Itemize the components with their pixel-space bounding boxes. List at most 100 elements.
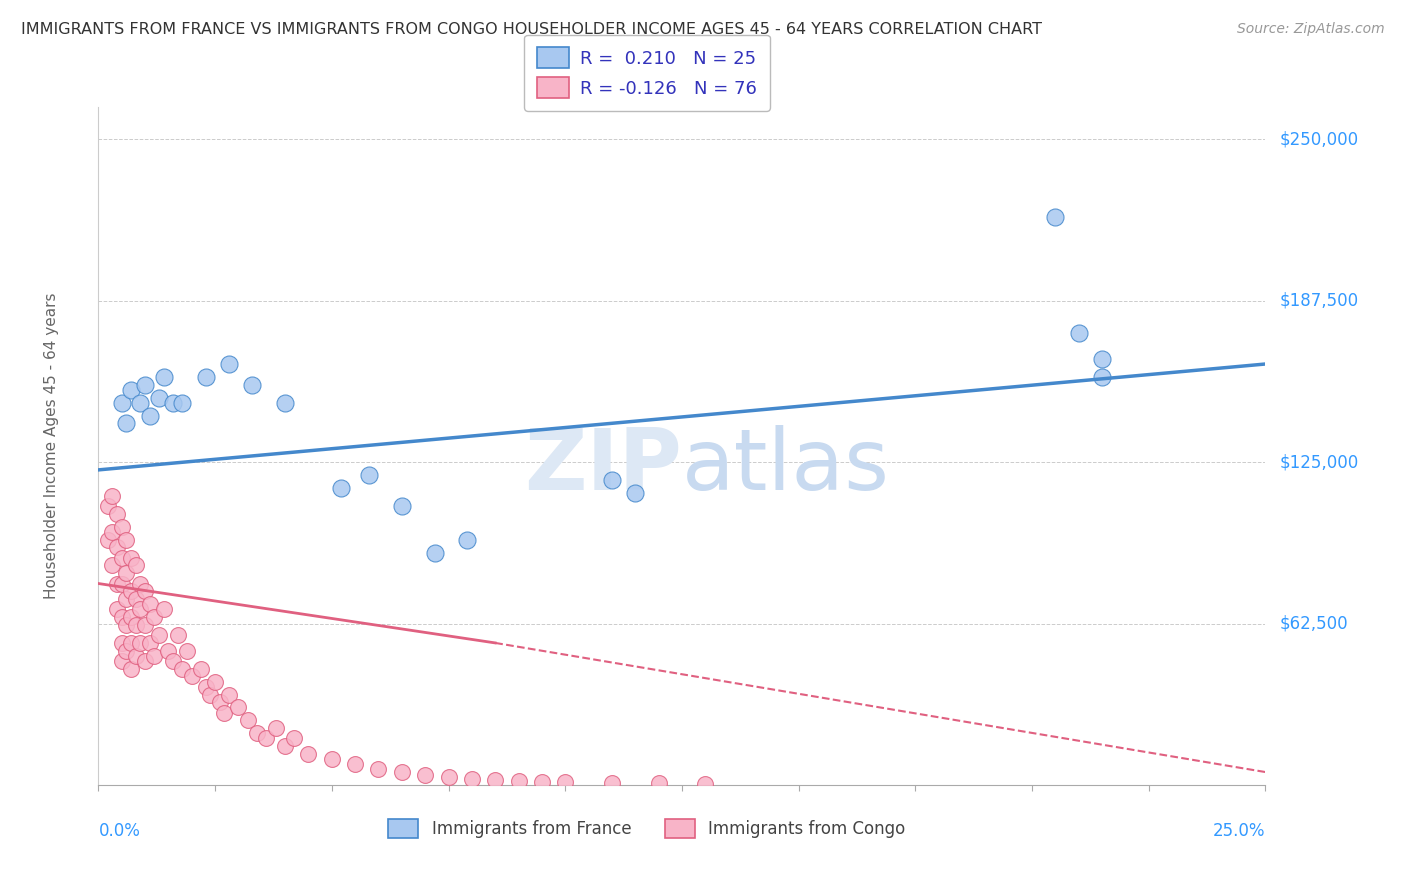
Point [148, 628, 170, 642]
Point [236, 714, 259, 728]
Point [1067, 326, 1090, 340]
Point [194, 680, 217, 694]
Point [115, 417, 138, 431]
Point [554, 775, 576, 789]
Point [111, 396, 134, 410]
Point [134, 584, 156, 599]
Legend: Immigrants from France, Immigrants from Congo: Immigrants from France, Immigrants from … [382, 812, 912, 845]
Text: $62,500: $62,500 [1279, 615, 1348, 632]
Point [1045, 210, 1067, 224]
Point [413, 767, 436, 781]
Point [120, 662, 142, 676]
Point [120, 610, 142, 624]
Point [134, 617, 156, 632]
Point [105, 602, 128, 616]
Point [508, 774, 530, 789]
Point [695, 777, 717, 791]
Point [115, 566, 138, 581]
Point [208, 695, 231, 709]
Point [1091, 370, 1114, 384]
Text: 25.0%: 25.0% [1213, 822, 1265, 840]
Point [297, 747, 319, 761]
Point [484, 772, 506, 787]
Point [129, 636, 152, 650]
Point [204, 674, 226, 689]
Text: $187,500: $187,500 [1279, 292, 1358, 310]
Point [600, 776, 623, 790]
Point [246, 726, 269, 740]
Point [166, 628, 188, 642]
Point [139, 409, 162, 423]
Point [600, 473, 623, 487]
Point [218, 688, 240, 702]
Point [125, 558, 148, 573]
Point [180, 669, 202, 683]
Point [218, 357, 240, 371]
Point [125, 592, 148, 607]
Point [134, 377, 156, 392]
Point [423, 545, 446, 559]
Point [344, 757, 367, 772]
Point [456, 533, 478, 547]
Point [143, 610, 166, 624]
Point [143, 648, 166, 663]
Text: ZIP: ZIP [524, 425, 682, 508]
Point [120, 636, 142, 650]
Point [176, 643, 198, 657]
Point [647, 776, 669, 790]
Point [105, 576, 128, 591]
Point [194, 370, 217, 384]
Point [624, 486, 647, 500]
Point [172, 396, 194, 410]
Point [111, 576, 134, 591]
Point [274, 396, 297, 410]
Point [437, 770, 460, 784]
Point [111, 654, 134, 668]
Point [97, 499, 120, 513]
Point [105, 541, 128, 555]
Text: $125,000: $125,000 [1279, 453, 1358, 471]
Point [125, 648, 148, 663]
Point [129, 602, 152, 616]
Point [120, 550, 142, 565]
Point [111, 550, 134, 565]
Point [97, 533, 120, 547]
Point [139, 597, 162, 611]
Point [228, 700, 250, 714]
Point [115, 533, 138, 547]
Point [1091, 351, 1114, 366]
Point [190, 662, 212, 676]
Point [111, 610, 134, 624]
Point [242, 377, 264, 392]
Point [367, 763, 389, 777]
Point [152, 602, 174, 616]
Text: Householder Income Ages 45 - 64 years: Householder Income Ages 45 - 64 years [44, 293, 59, 599]
Point [461, 772, 484, 786]
Point [129, 396, 152, 410]
Point [162, 396, 184, 410]
Point [120, 383, 142, 397]
Point [125, 617, 148, 632]
Point [391, 499, 413, 513]
Point [115, 592, 138, 607]
Point [283, 731, 305, 746]
Text: Source: ZipAtlas.com: Source: ZipAtlas.com [1237, 22, 1385, 37]
Point [172, 662, 194, 676]
Point [105, 507, 128, 521]
Point [101, 524, 124, 539]
Point [274, 739, 297, 754]
Point [115, 643, 138, 657]
Point [134, 654, 156, 668]
Text: 0.0%: 0.0% [98, 822, 141, 840]
Point [111, 519, 134, 533]
Point [115, 617, 138, 632]
Point [101, 558, 124, 573]
Point [111, 636, 134, 650]
Point [148, 391, 170, 405]
Point [162, 654, 184, 668]
Point [129, 576, 152, 591]
Point [256, 731, 278, 746]
Point [391, 765, 413, 780]
Point [330, 481, 353, 495]
Text: atlas: atlas [682, 425, 890, 508]
